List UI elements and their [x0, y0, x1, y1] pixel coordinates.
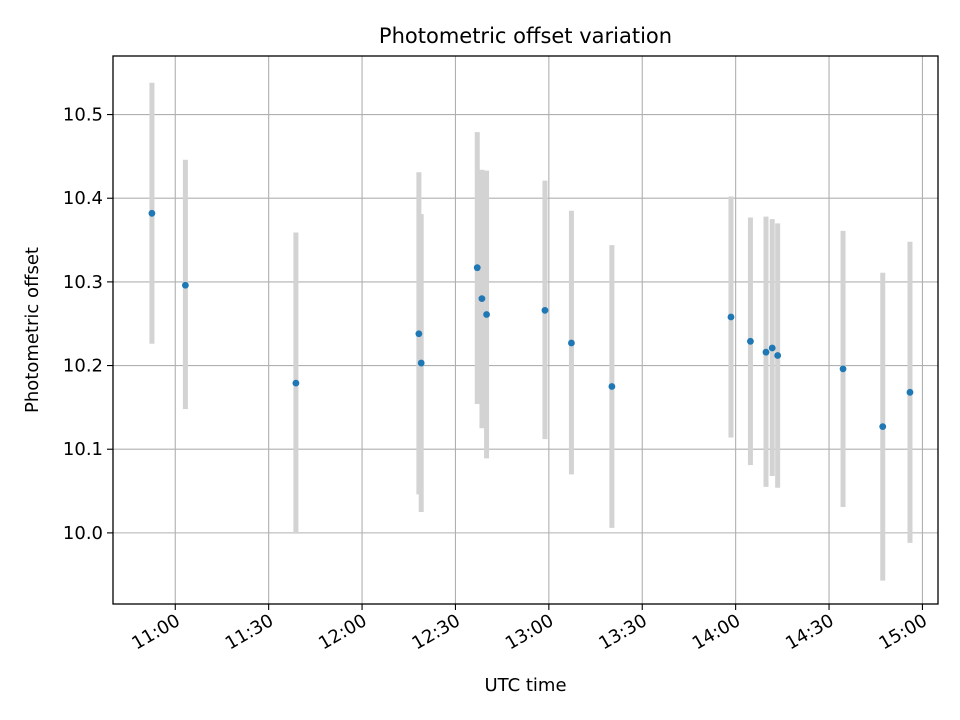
- data-point: [608, 383, 616, 390]
- data-point: [839, 365, 847, 373]
- data-point: [148, 209, 156, 217]
- data-point: [292, 379, 300, 387]
- y-tick-label: 10.3: [63, 272, 103, 293]
- data-point: [415, 330, 423, 338]
- data-point: [774, 352, 782, 359]
- grid: [113, 56, 938, 604]
- y-axis-label: Photometric offset: [22, 247, 43, 413]
- y-tick-label: 10.0: [63, 523, 103, 544]
- data-point: [568, 339, 575, 347]
- data-point: [181, 281, 189, 289]
- y-tick-label: 10.4: [63, 188, 103, 209]
- data-point: [478, 295, 486, 303]
- data-point: [473, 264, 481, 272]
- plot-frame: [112, 55, 939, 605]
- data-point: [417, 359, 425, 367]
- data-points: [148, 209, 914, 431]
- y-tick-label: 10.1: [63, 439, 103, 460]
- data-point: [747, 337, 754, 345]
- data-point: [768, 344, 776, 352]
- data-point: [762, 348, 770, 356]
- y-tick-label: 10.2: [63, 356, 103, 377]
- y-axis-ticks: 10.0 10.1 10.2 10.3 10.4 10.5: [63, 105, 113, 544]
- data-point: [879, 423, 887, 431]
- data-point: [906, 388, 914, 396]
- x-axis-label: UTC time: [484, 675, 566, 696]
- y-tick-label: 10.5: [63, 105, 103, 126]
- data-point: [727, 313, 735, 321]
- data-point: [541, 306, 549, 314]
- data-point: [483, 311, 490, 318]
- chart-title: Photometric offset variation: [379, 24, 672, 48]
